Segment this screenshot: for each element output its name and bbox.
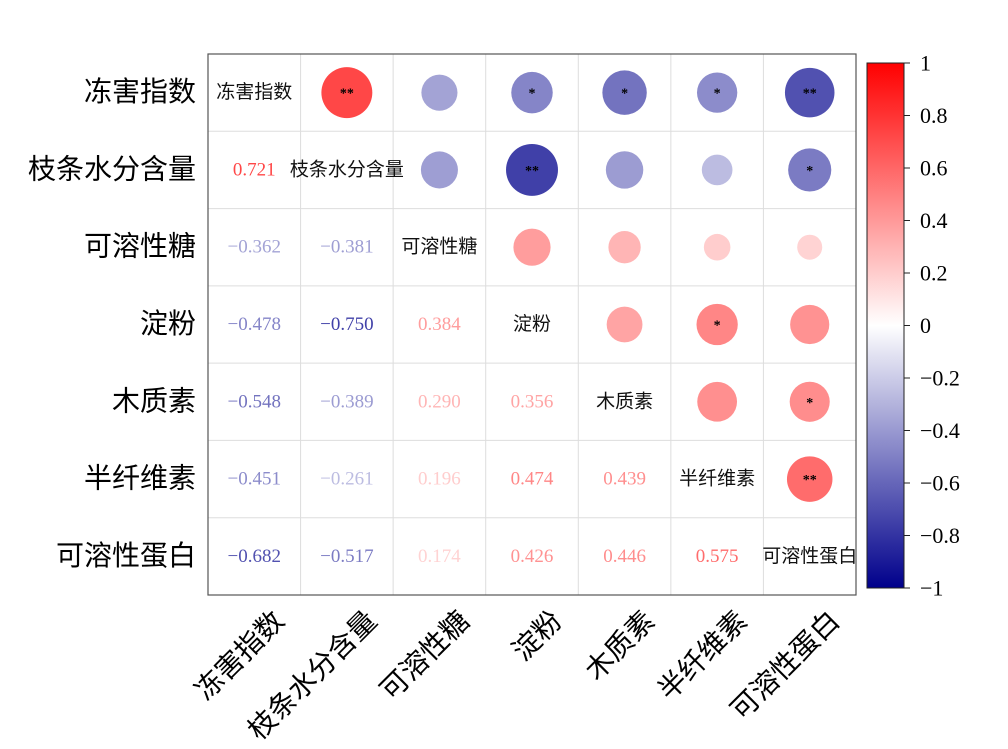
correlation-value: −0.548 bbox=[228, 391, 281, 412]
correlation-circle bbox=[321, 67, 373, 119]
significance-mark: ** bbox=[525, 164, 539, 179]
correlation-circle bbox=[420, 151, 458, 189]
correlation-value: 0.446 bbox=[603, 546, 646, 567]
correlation-value: 0.356 bbox=[511, 391, 554, 412]
correlation-value: −0.451 bbox=[228, 469, 281, 490]
colorbar-tick-label: 0.6 bbox=[920, 156, 948, 181]
correlation-circle bbox=[511, 71, 553, 114]
significance-mark: ** bbox=[340, 87, 354, 102]
significance-mark: ** bbox=[803, 87, 817, 102]
colorbar-gradient bbox=[867, 63, 904, 588]
correlation-value: −0.389 bbox=[320, 391, 373, 412]
colorbar-tick-label: −1 bbox=[920, 576, 943, 601]
correlation-circle bbox=[605, 151, 644, 189]
correlation-value: 0.426 bbox=[511, 546, 554, 567]
y-tick-label: 半纤维素 bbox=[84, 463, 196, 495]
correlation-circle bbox=[513, 228, 551, 266]
diagonal-label: 枝条水分含量 bbox=[290, 158, 404, 180]
correlation-value: −0.261 bbox=[320, 469, 373, 490]
correlation-value: 0.575 bbox=[696, 546, 739, 567]
correlation-circle bbox=[602, 70, 647, 115]
colorbar-tick-label: 0.2 bbox=[920, 261, 948, 286]
diagonal-label: 淀粉 bbox=[513, 313, 551, 335]
correlation-circle bbox=[789, 381, 830, 422]
diagonal-label: 可溶性糖 bbox=[401, 236, 477, 258]
colorbar-tick-label: 0 bbox=[920, 313, 931, 338]
correlation-value: −0.682 bbox=[228, 546, 281, 567]
correlation-circle bbox=[784, 67, 835, 118]
correlation-circle bbox=[696, 72, 738, 113]
y-tick-label: 可溶性糖 bbox=[84, 231, 196, 263]
colorbar-tick-label: −0.8 bbox=[920, 523, 960, 548]
significance-mark: * bbox=[714, 87, 721, 102]
significance-mark: * bbox=[806, 396, 813, 411]
diagonal-label: 冻害指数 bbox=[216, 81, 292, 103]
diagonal-label: 半纤维素 bbox=[679, 468, 755, 490]
correlation-value: −0.362 bbox=[228, 237, 281, 258]
correlation-value: 0.196 bbox=[418, 469, 461, 490]
correlation-value: 0.290 bbox=[418, 391, 461, 412]
correlation-circle bbox=[606, 306, 643, 343]
y-tick-label: 可溶性蛋白 bbox=[56, 540, 196, 572]
plot-frame bbox=[207, 53, 857, 596]
colorbar-tick-label: 0.8 bbox=[920, 103, 948, 128]
correlation-circle bbox=[786, 456, 833, 502]
colorbar-tick-label: 1 bbox=[920, 51, 931, 76]
correlation-value: −0.381 bbox=[320, 237, 373, 258]
diagonal-label: 木质素 bbox=[596, 390, 653, 412]
y-tick-label: 淀粉 bbox=[140, 308, 196, 340]
significance-mark: * bbox=[714, 319, 721, 334]
colorbar: 1 0.8 0.6 0.4 0.2 0 −0.2 −0.4 −0.6 −0.8 −1 bbox=[866, 51, 960, 601]
correlation-circle bbox=[797, 234, 823, 260]
significance-mark: * bbox=[806, 164, 813, 179]
correlation-value: 0.474 bbox=[511, 469, 554, 490]
correlation-circle bbox=[696, 303, 738, 346]
correlation-circle bbox=[506, 143, 558, 196]
correlation-value: −0.750 bbox=[320, 314, 373, 335]
y-tick-label: 木质素 bbox=[112, 385, 196, 417]
y-tick-label: 冻害指数 bbox=[84, 76, 196, 108]
correlation-circle bbox=[701, 154, 733, 186]
correlation-circle bbox=[608, 231, 641, 264]
colorbar-tick-label: 0.4 bbox=[920, 208, 948, 233]
correlation-value: 0.439 bbox=[603, 469, 646, 490]
correlation-circle bbox=[788, 148, 832, 192]
significance-mark: * bbox=[621, 87, 628, 102]
x-tick-label: 可溶性糖 bbox=[374, 605, 476, 707]
significance-mark: * bbox=[529, 87, 536, 102]
y-tick-label: 枝条水分含量 bbox=[28, 153, 196, 185]
significance-mark: ** bbox=[803, 473, 817, 488]
diagonal-label: 可溶性蛋白 bbox=[762, 545, 857, 567]
correlation-value: −0.478 bbox=[228, 314, 281, 335]
correlation-circle bbox=[697, 381, 738, 422]
correlation-circle bbox=[790, 304, 830, 345]
cells-layer: 冻害指数 ** * * * **0.721 枝条水分含量 ** *−0.362 −0.381 可溶性… bbox=[216, 67, 857, 567]
colorbar-tick-label: −0.2 bbox=[920, 366, 960, 391]
correlation-value: 0.174 bbox=[418, 546, 461, 567]
correlation-circle bbox=[421, 74, 458, 111]
x-tick-label: 木质素 bbox=[579, 605, 661, 687]
correlation-circle bbox=[703, 233, 731, 261]
correlation-value: 0.721 bbox=[233, 159, 276, 180]
colorbar-tick-label: −0.6 bbox=[920, 471, 960, 496]
correlation-value: 0.384 bbox=[418, 314, 461, 335]
grid-layer bbox=[207, 53, 857, 596]
colorbar-tick-label: −0.4 bbox=[920, 418, 960, 443]
x-tick-label: 淀粉 bbox=[506, 605, 568, 667]
correlation-value: −0.517 bbox=[320, 546, 373, 567]
